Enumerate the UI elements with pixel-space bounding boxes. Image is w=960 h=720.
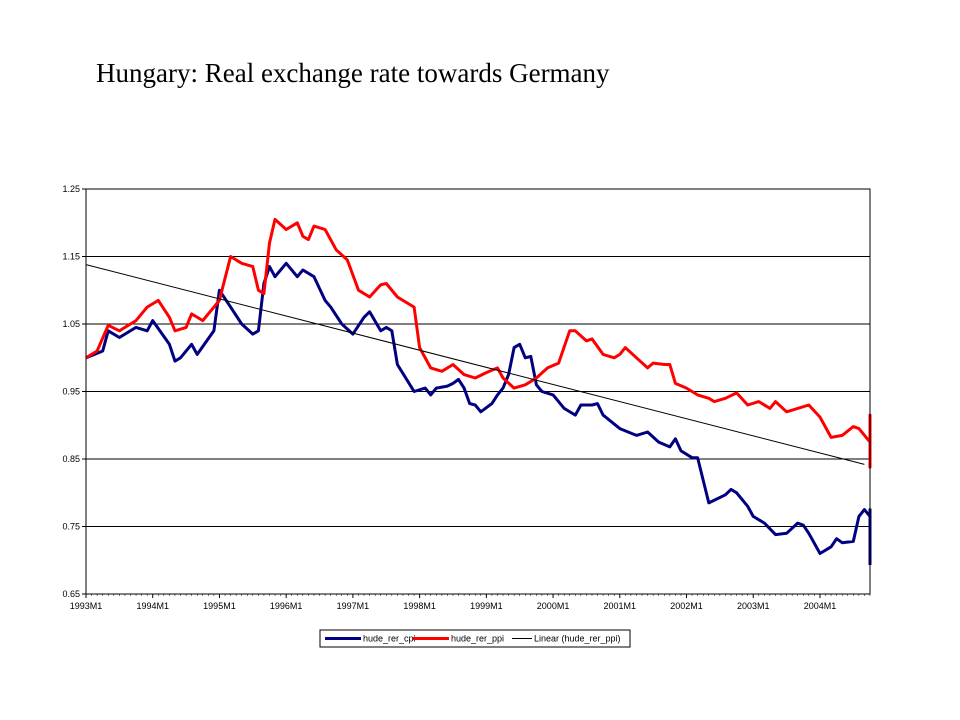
x-axis: 1993M1 1994M1 1995M1 1996M1 1997M1 1998M1 1999… [70,594,871,611]
legend-label: hude_rer_cpi [363,634,416,644]
y-tick-label: 1.15 [62,252,80,262]
x-tick-label: 1993M1 [70,601,103,611]
y-axis: 1.25 1.15 1.05 0.95 0.85 0.75 0.65 [62,184,86,599]
series-hude-rer-cpi [85,261,872,565]
chart-title: Hungary: Real exchange rate towards Germ… [96,58,610,88]
x-tick-label: 2003M1 [737,601,770,611]
legend-label: Linear (hude_rer_ppi) [534,634,621,644]
y-tick-label: 1.25 [62,184,80,194]
y-tick-label: 1.05 [62,319,80,329]
x-tick-label: 1996M1 [270,601,303,611]
legend-box [319,629,631,648]
series-linear-trend [85,264,865,465]
x-tick-label: 1998M1 [403,601,436,611]
x-tick-label: 2001M1 [604,601,637,611]
x-tick-label: 2000M1 [537,601,570,611]
x-tick-label: 1995M1 [203,601,236,611]
x-tick-label: 1999M1 [470,601,503,611]
gridlines [86,256,870,527]
y-tick-label: 0.75 [62,522,80,532]
legend: hude_rer_cpi hude_rer_ppi Linear (hude_rer… [319,629,631,648]
x-tick-label: 2004M1 [804,601,837,611]
x-tick-label: 2002M1 [670,601,703,611]
legend-label: hude_rer_ppi [451,634,504,644]
y-tick-label: 0.95 [62,387,80,397]
x-tick-label: 1994M1 [136,601,169,611]
y-tick-label: 0.85 [62,454,80,464]
y-tick-label: 0.65 [62,589,80,599]
x-tick-label: 1997M1 [337,601,370,611]
plot-border [85,188,871,595]
